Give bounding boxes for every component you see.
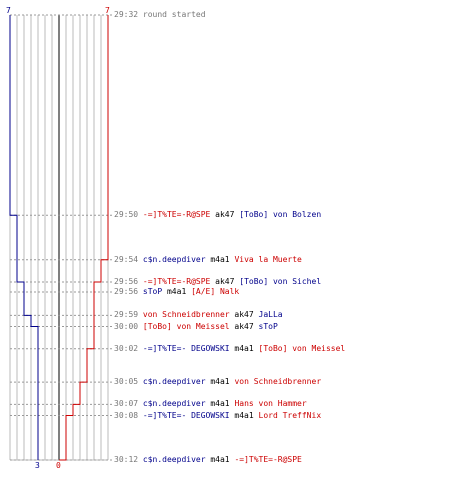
event-row: 30:12 c$n.deepdiver m4a1 -=]T%TE=-R@SPE <box>114 455 302 465</box>
team-lines <box>9 15 109 461</box>
player-name: von Schneidbrenner <box>234 377 322 387</box>
event-row: 29:32 round started <box>114 10 206 20</box>
weapon-label: m4a1 <box>229 343 259 353</box>
event-time: 29:59 <box>114 310 143 320</box>
player-name: [ToBo] von Bolzen <box>239 210 322 220</box>
weapon-label: m4a1 <box>162 287 192 296</box>
weapon-label: ak47 <box>210 277 240 286</box>
weapon-label: ak47 <box>229 310 259 320</box>
event-time: 29:50 <box>114 210 143 220</box>
event-row: 30:05 c$n.deepdiver m4a1 von Schneidbren… <box>114 377 321 387</box>
event-row: 29:56 sToP m4a1 [A/E] Nalk <box>114 287 239 297</box>
event-row: 29:56 -=]T%TE=-R@SPE ak47 [ToBo] von Sic… <box>114 277 321 287</box>
player-name: [ToBo] von Meissel <box>258 343 346 353</box>
event-time: 29:56 <box>114 277 143 286</box>
event-time: 30:05 <box>114 377 143 387</box>
red-team-line <box>59 15 109 461</box>
event-guide-lines <box>10 14 113 461</box>
player-name: [ToBo] von Meissel <box>142 321 230 331</box>
player-name: c$n.deepdiver <box>142 399 206 409</box>
player-name: c$n.deepdiver <box>142 455 206 464</box>
weapon-label: m4a1 <box>205 254 235 264</box>
weapon-label: m4a1 <box>205 399 235 409</box>
event-time: 30:12 <box>114 455 143 464</box>
event-row: 29:50 -=]T%TE=-R@SPE ak47 [ToBo] von Bol… <box>114 210 321 220</box>
player-name: -=]T%TE=- DEGOWSKI <box>142 410 230 420</box>
player-name: c$n.deepdiver <box>142 254 206 264</box>
event-time: 29:32 <box>114 10 143 19</box>
player-name: sToP <box>142 287 163 296</box>
bottom-blue-count-label: 3 <box>35 461 40 470</box>
top-right-count-label: 7 <box>105 6 110 15</box>
event-time: 29:56 <box>114 287 143 296</box>
player-name: -=]T%TE=-R@SPE <box>142 210 211 220</box>
event-row: 29:54 c$n.deepdiver m4a1 Viva la Muerte <box>114 255 302 265</box>
event-time: 30:07 <box>114 399 143 409</box>
player-name: Viva la Muerte <box>234 254 302 264</box>
event-time: 29:54 <box>114 254 143 264</box>
player-name: -=]T%TE=-R@SPE <box>142 277 211 286</box>
event-row: 30:08 -=]T%TE=- DEGOWSKI m4a1 Lord Treff… <box>114 411 321 421</box>
player-name: von Schneidbrenner <box>142 310 230 320</box>
weapon-label: ak47 <box>210 210 240 220</box>
event-row: 30:02 -=]T%TE=- DEGOWSKI m4a1 [ToBo] von… <box>114 344 345 354</box>
event-text: round started <box>142 10 206 19</box>
player-name: sToP <box>258 321 278 331</box>
event-row: 29:59 von Schneidbrenner ak47 JaLLa <box>114 310 283 320</box>
player-name: -=]T%TE=-R@SPE <box>234 455 302 464</box>
bottom-red-count-label: 0 <box>56 461 61 470</box>
player-name: -=]T%TE=- DEGOWSKI <box>142 343 230 353</box>
event-row: 30:07 c$n.deepdiver m4a1 Hans von Hammer <box>114 399 307 409</box>
player-name: [ToBo] von Sichel <box>239 277 322 286</box>
weapon-label: m4a1 <box>205 377 235 387</box>
player-name: JaLLa <box>258 310 283 320</box>
player-name: c$n.deepdiver <box>142 377 206 387</box>
event-time: 30:00 <box>114 321 143 331</box>
weapon-label: m4a1 <box>229 410 259 420</box>
event-time: 30:02 <box>114 343 143 353</box>
event-row: 30:00 [ToBo] von Meissel ak47 sToP <box>114 322 278 332</box>
weapon-label: ak47 <box>229 321 259 331</box>
player-name: [A/E] Nalk <box>191 287 240 296</box>
top-left-count-label: 7 <box>6 6 11 15</box>
player-name: Hans von Hammer <box>234 399 307 409</box>
player-name: Lord TreffNix <box>258 410 322 420</box>
chart-grid <box>9 15 109 461</box>
event-time: 30:08 <box>114 410 143 420</box>
blue-team-line <box>9 15 39 460</box>
weapon-label: m4a1 <box>205 455 235 464</box>
